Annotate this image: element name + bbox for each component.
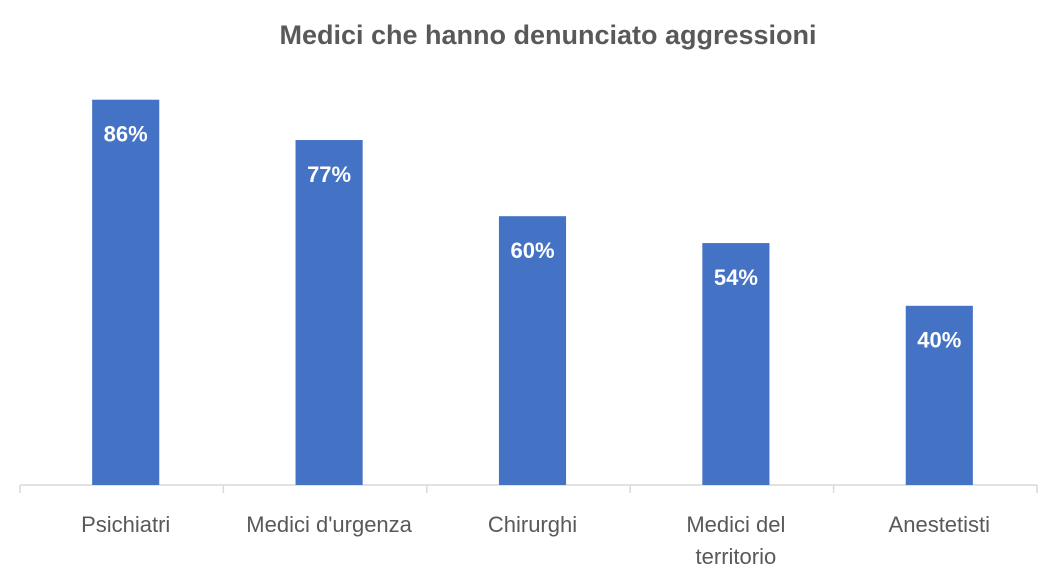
x-tick-label: Chirurghi — [487, 512, 578, 537]
x-tick-label: Medici del territorio — [686, 512, 786, 569]
value-label: 86% — [104, 122, 148, 147]
bar — [92, 99, 160, 485]
value-label: 77% — [307, 162, 351, 187]
bar — [702, 243, 770, 485]
x-tick-label: Psichiatri — [81, 512, 171, 537]
bar — [498, 216, 567, 485]
x-tick-label: Anestetisti — [888, 512, 991, 537]
x-tick-label: Medici d'urgenza — [246, 512, 412, 537]
value-label: 40% — [917, 328, 961, 353]
bar — [295, 140, 363, 486]
chart-title: Medici che hanno denunciato aggressioni — [279, 20, 816, 50]
value-label: 60% — [510, 238, 554, 263]
value-label: 54% — [714, 265, 758, 290]
bar — [905, 305, 973, 485]
